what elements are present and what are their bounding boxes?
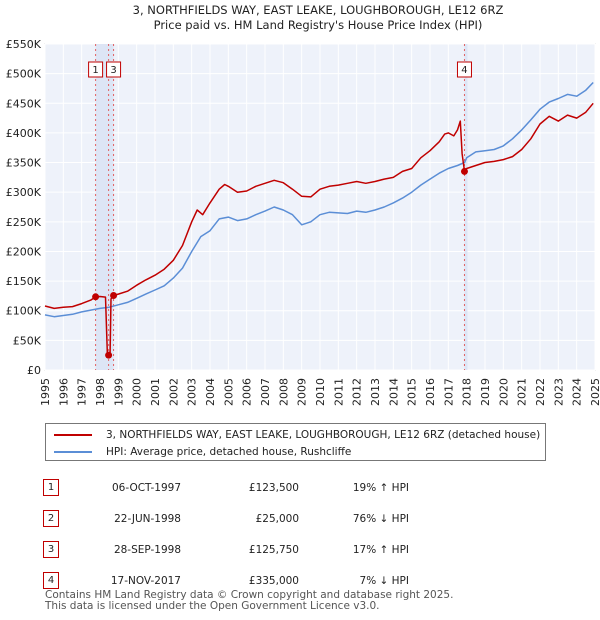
x-tick-label: 1999	[112, 378, 125, 406]
footer-copyright: Contains HM Land Registry data © Crown c…	[45, 589, 454, 601]
x-tick-label: 2017	[442, 378, 455, 406]
x-tick-label: 2008	[277, 378, 290, 406]
x-tick-label: 2023	[552, 378, 565, 406]
x-tick-label: 2016	[424, 378, 437, 406]
transaction-hpi: 7% ↓ HPI	[359, 574, 409, 587]
y-tick-label: £50K	[13, 334, 42, 347]
sale-marker-label: 1	[92, 65, 98, 76]
x-tick-label: 1996	[57, 378, 70, 406]
x-tick-label: 2006	[241, 378, 254, 406]
sale-points	[92, 167, 468, 359]
chart-subtitle: Price paid vs. HM Land Registry's House …	[154, 18, 483, 32]
sale-point	[105, 351, 113, 359]
sale-marker-label: 3	[110, 65, 116, 76]
x-tick-label: 2024	[571, 378, 584, 406]
y-tick-label: £450K	[6, 97, 42, 110]
transaction-date: 17-NOV-2017	[110, 574, 181, 587]
table-row: 2 22-JUN-1998 £25,000 76% ↓ HPI	[43, 503, 409, 534]
sale-point	[460, 167, 468, 175]
sale-marker-box	[106, 61, 122, 78]
series-line	[44, 81, 594, 318]
x-tick-label: 2011	[332, 378, 345, 406]
x-tick-label: 2013	[369, 378, 382, 406]
x-tick-label: 2001	[149, 378, 162, 406]
grid	[44, 43, 596, 371]
x-tick-label: 2000	[131, 378, 144, 406]
x-tick-label: 2003	[186, 378, 199, 406]
x-tick-label: 2012	[351, 378, 364, 406]
transaction-badge: 1	[43, 479, 59, 496]
legend-line-hpi	[54, 451, 92, 453]
sale-marker-label: 4	[461, 65, 467, 76]
x-tick-label: 2005	[222, 378, 235, 406]
y-tick-label: £250K	[6, 216, 42, 229]
y-tick-label: £500K	[6, 68, 42, 81]
x-tick-label: 2018	[461, 378, 474, 406]
legend-line-property	[54, 434, 92, 436]
transaction-badge: 4	[43, 572, 59, 589]
x-tick-label: 2015	[406, 378, 419, 406]
y-tick-label: £300K	[6, 186, 42, 199]
x-tick-label: 1997	[76, 378, 89, 406]
x-tick-label: 2019	[479, 378, 492, 406]
transactions-table: 1 06-OCT-1997 £123,500 19% ↑ HPI 2 22-JU…	[43, 472, 409, 596]
legend: 3, NORTHFIELDS WAY, EAST LEAKE, LOUGHBOR…	[45, 423, 546, 461]
transaction-date: 06-OCT-1997	[112, 481, 181, 494]
transaction-hpi: 17% ↑ HPI	[352, 543, 409, 556]
x-tick-label: 2010	[314, 378, 327, 406]
series-line	[44, 102, 594, 356]
sale-marker-box	[88, 61, 104, 78]
transaction-badge: 3	[43, 541, 59, 558]
x-tick-label: 2020	[497, 378, 510, 406]
x-tick-label: 2022	[534, 378, 547, 406]
transaction-hpi: 76% ↓ HPI	[352, 512, 409, 525]
x-tick-label: 2004	[204, 378, 217, 406]
y-tick-label: £550K	[6, 38, 42, 51]
transaction-price: £123,500	[248, 481, 299, 494]
chart-title: 3, NORTHFIELDS WAY, EAST LEAKE, LOUGHBOR…	[133, 3, 504, 17]
sale-marker-boxes: 1 3 4	[88, 61, 472, 78]
x-tick-label: 2002	[167, 378, 180, 406]
transaction-price: £25,000	[255, 512, 299, 525]
footer: Contains HM Land Registry data © Crown c…	[45, 590, 453, 612]
y-tick-label: £150K	[6, 275, 42, 288]
sale-point	[92, 293, 100, 301]
x-tick-label: 1995	[39, 378, 52, 406]
legend-label-hpi: HPI: Average price, detached house, Rush…	[106, 446, 352, 458]
transaction-price: £335,000	[248, 574, 299, 587]
x-tick-label: 2007	[259, 378, 272, 406]
x-tick-label: 2025	[589, 378, 600, 406]
table-row: 4 17-NOV-2017 £335,000 7% ↓ HPI	[43, 565, 409, 596]
sale-marker-box	[456, 61, 472, 78]
y-tick-label: £350K	[6, 157, 42, 170]
legend-item-property: 3, NORTHFIELDS WAY, EAST LEAKE, LOUGHBOR…	[54, 427, 540, 443]
footer-licence: This data is licensed under the Open Gov…	[45, 600, 380, 612]
transaction-badge: 2	[43, 510, 59, 527]
series-lines	[44, 81, 594, 356]
legend-label-property: 3, NORTHFIELDS WAY, EAST LEAKE, LOUGHBOR…	[106, 429, 541, 441]
y-tick-label: £400K	[6, 127, 42, 140]
legend-item-hpi: HPI: Average price, detached house, Rush…	[54, 444, 351, 460]
x-axis-labels: 1995 1996 1997 1998 1999 2000 2001 2002 2003 2004…	[39, 378, 600, 406]
y-axis-labels: £0 £50K £100K £150K £200K £250K £300K £350K £400…	[6, 38, 42, 377]
x-tick-label: 2014	[387, 378, 400, 406]
x-tick-label: 2009	[296, 378, 309, 406]
y-tick-label: £200K	[6, 245, 42, 258]
sale-vlines	[95, 44, 465, 370]
transaction-date: 22-JUN-1998	[114, 512, 181, 525]
x-tick-label: 1998	[94, 378, 107, 406]
price-chart: 3, NORTHFIELDS WAY, EAST LEAKE, LOUGHBOR…	[6, 3, 600, 406]
x-tick-label: 2021	[516, 378, 529, 406]
y-tick-label: £0	[27, 364, 41, 377]
transaction-price: £125,750	[248, 543, 299, 556]
sale-period-shade	[464, 44, 468, 370]
transaction-date: 28-SEP-1998	[113, 543, 181, 556]
y-tick-label: £100K	[6, 305, 42, 318]
transaction-hpi: 19% ↑ HPI	[352, 481, 409, 494]
sale-point	[110, 291, 118, 299]
table-row: 1 06-OCT-1997 £123,500 19% ↑ HPI	[43, 472, 409, 503]
table-row: 3 28-SEP-1998 £125,750 17% ↑ HPI	[43, 534, 409, 565]
